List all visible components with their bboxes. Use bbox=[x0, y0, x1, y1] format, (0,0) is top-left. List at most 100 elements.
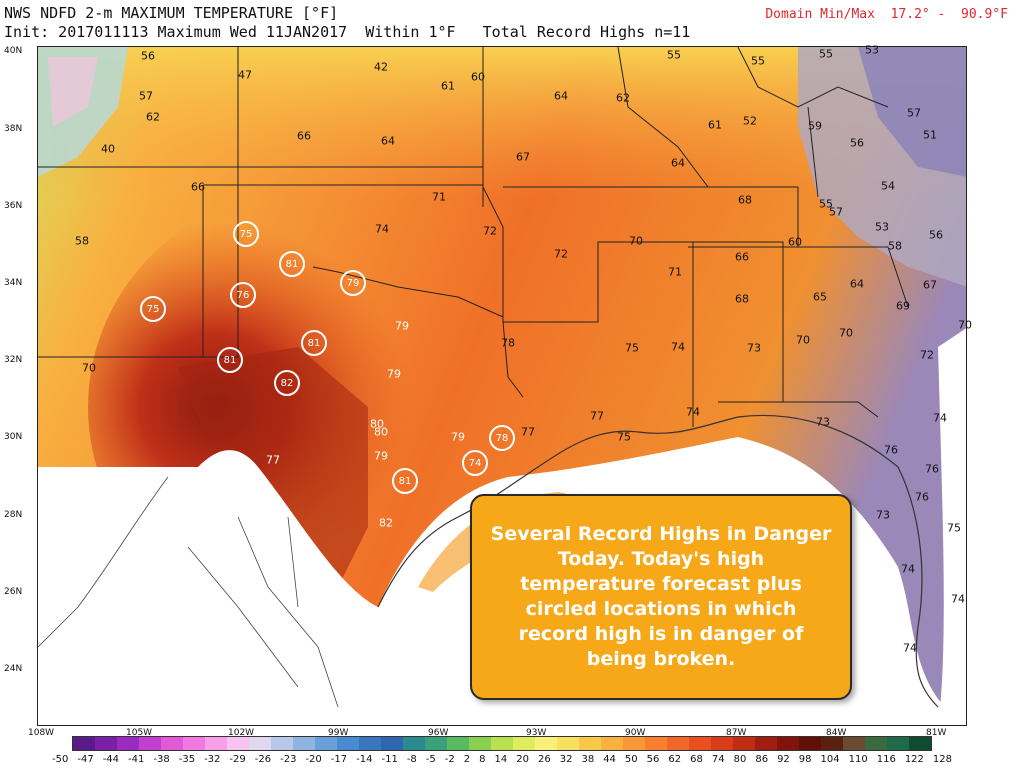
temperature-field bbox=[38, 47, 966, 725]
temp-value: 73 bbox=[816, 415, 830, 429]
color-scale-swatch bbox=[403, 737, 425, 750]
lat-label: 36N bbox=[4, 201, 23, 211]
record-high-marker[interactable]: 81 bbox=[301, 330, 327, 356]
color-scale-bar bbox=[72, 736, 932, 751]
temp-value: 55 bbox=[819, 197, 833, 211]
temp-value: 64 bbox=[381, 134, 395, 148]
temp-value: 40 bbox=[101, 142, 115, 156]
color-scale-swatch bbox=[139, 737, 161, 750]
color-scale-swatch bbox=[425, 737, 447, 750]
temp-value: 79 bbox=[387, 367, 401, 381]
color-scale-tick: -38 bbox=[153, 754, 170, 765]
temp-value: 73 bbox=[747, 341, 761, 355]
callout-text: Several Record Highs in Danger Today. To… bbox=[490, 523, 832, 670]
color-scale-swatch bbox=[161, 737, 183, 750]
temp-value: 72 bbox=[483, 224, 497, 238]
record-high-marker[interactable]: 79 bbox=[340, 270, 366, 296]
temp-value: 66 bbox=[297, 129, 311, 143]
lat-label: 40N bbox=[4, 46, 23, 56]
temp-value: 75 bbox=[625, 341, 639, 355]
color-scale-tick: -47 bbox=[77, 754, 94, 765]
color-scale-swatch bbox=[183, 737, 205, 750]
color-scale-tick: 92 bbox=[777, 754, 790, 765]
lat-label: 26N bbox=[4, 587, 23, 597]
color-scale-tick: -2 bbox=[444, 754, 455, 765]
color-scale-tick: 14 bbox=[494, 754, 508, 765]
temp-value: 74 bbox=[951, 592, 965, 606]
color-scale-swatch bbox=[557, 737, 579, 750]
color-scale-tick: -14 bbox=[356, 754, 373, 765]
lon-label: 84W bbox=[826, 728, 847, 738]
temp-value: 74 bbox=[671, 340, 685, 354]
color-scale-tick: 68 bbox=[690, 754, 703, 765]
temp-value: 62 bbox=[616, 91, 630, 105]
color-scale-tick: -17 bbox=[330, 754, 348, 765]
temp-value: 76 bbox=[884, 443, 898, 457]
color-scale-swatch bbox=[865, 737, 887, 750]
temp-value: 58 bbox=[75, 234, 89, 248]
temp-value: 66 bbox=[191, 180, 205, 194]
lon-label: 105W bbox=[126, 728, 153, 738]
color-scale-swatch bbox=[491, 737, 513, 750]
temp-value: 70 bbox=[839, 326, 853, 340]
temp-value: 53 bbox=[875, 220, 889, 234]
color-scale-tick: 44 bbox=[603, 754, 616, 765]
temp-value: 78 bbox=[501, 336, 515, 350]
temp-value: 58 bbox=[888, 239, 902, 253]
lon-label: 81W bbox=[926, 728, 947, 738]
record-high-marker[interactable]: 82 bbox=[274, 370, 300, 396]
temp-value: 72 bbox=[920, 348, 934, 362]
temp-value: 82 bbox=[379, 516, 393, 530]
temp-value: 70 bbox=[796, 333, 810, 347]
temp-value: 77 bbox=[590, 409, 604, 423]
record-high-marker[interactable]: 81 bbox=[217, 347, 243, 373]
temp-value: 74 bbox=[903, 641, 917, 655]
record-high-marker[interactable]: 81 bbox=[392, 468, 418, 494]
temp-value: 71 bbox=[668, 265, 682, 279]
temp-value: 47 bbox=[238, 68, 252, 82]
color-scale-tick: -41 bbox=[128, 754, 145, 765]
color-scale-tick: 104 bbox=[820, 754, 840, 765]
color-scale-swatch bbox=[821, 737, 843, 750]
record-high-marker[interactable]: 78 bbox=[489, 425, 515, 451]
color-scale-swatch bbox=[799, 737, 821, 750]
temp-value: 55 bbox=[819, 47, 833, 61]
color-scale-tick: -29 bbox=[229, 754, 246, 765]
record-high-marker[interactable]: 75 bbox=[140, 296, 166, 322]
record-high-marker[interactable]: 81 bbox=[279, 251, 305, 277]
temp-value: 56 bbox=[929, 228, 943, 242]
temp-value: 68 bbox=[738, 193, 752, 207]
temp-value: 68 bbox=[735, 292, 749, 306]
temp-value: 42 bbox=[374, 60, 388, 74]
lat-label: 32N bbox=[4, 355, 23, 365]
color-scale-swatch bbox=[315, 737, 337, 750]
temp-value: 75 bbox=[617, 430, 631, 444]
temp-value: 66 bbox=[735, 250, 749, 264]
record-high-marker[interactable]: 75 bbox=[233, 221, 259, 247]
color-scale-tick: -5 bbox=[425, 754, 436, 765]
color-scale-tick: -32 bbox=[204, 754, 221, 765]
color-scale-tick: 128 bbox=[932, 754, 952, 765]
temp-value: 79 bbox=[374, 449, 388, 463]
color-scale-tick: -20 bbox=[305, 754, 322, 765]
lon-label: 87W bbox=[726, 728, 747, 738]
color-scale-tick: 86 bbox=[755, 754, 769, 765]
color-scale-swatch bbox=[205, 737, 227, 750]
color-scale-swatch bbox=[227, 737, 249, 750]
color-scale-tick: -8 bbox=[406, 754, 417, 765]
lat-label: 30N bbox=[4, 432, 23, 442]
color-scale-swatch bbox=[689, 737, 711, 750]
color-scale-swatch bbox=[887, 737, 909, 750]
temperature-map[interactable] bbox=[37, 46, 967, 726]
record-high-marker[interactable]: 76 bbox=[230, 282, 256, 308]
temp-value: 53 bbox=[865, 43, 879, 57]
temp-value: 74 bbox=[375, 222, 389, 236]
temp-value: 57 bbox=[139, 89, 153, 103]
color-scale-tick: 8 bbox=[479, 754, 486, 765]
lon-label: 108W bbox=[28, 728, 55, 738]
temp-value: 64 bbox=[850, 277, 864, 291]
domain-min-max: Domain Min/Max 17.2° - 90.9°F bbox=[765, 7, 1008, 22]
color-scale-swatch bbox=[359, 737, 381, 750]
record-high-marker[interactable]: 74 bbox=[462, 450, 488, 476]
lat-label: 24N bbox=[4, 664, 23, 674]
